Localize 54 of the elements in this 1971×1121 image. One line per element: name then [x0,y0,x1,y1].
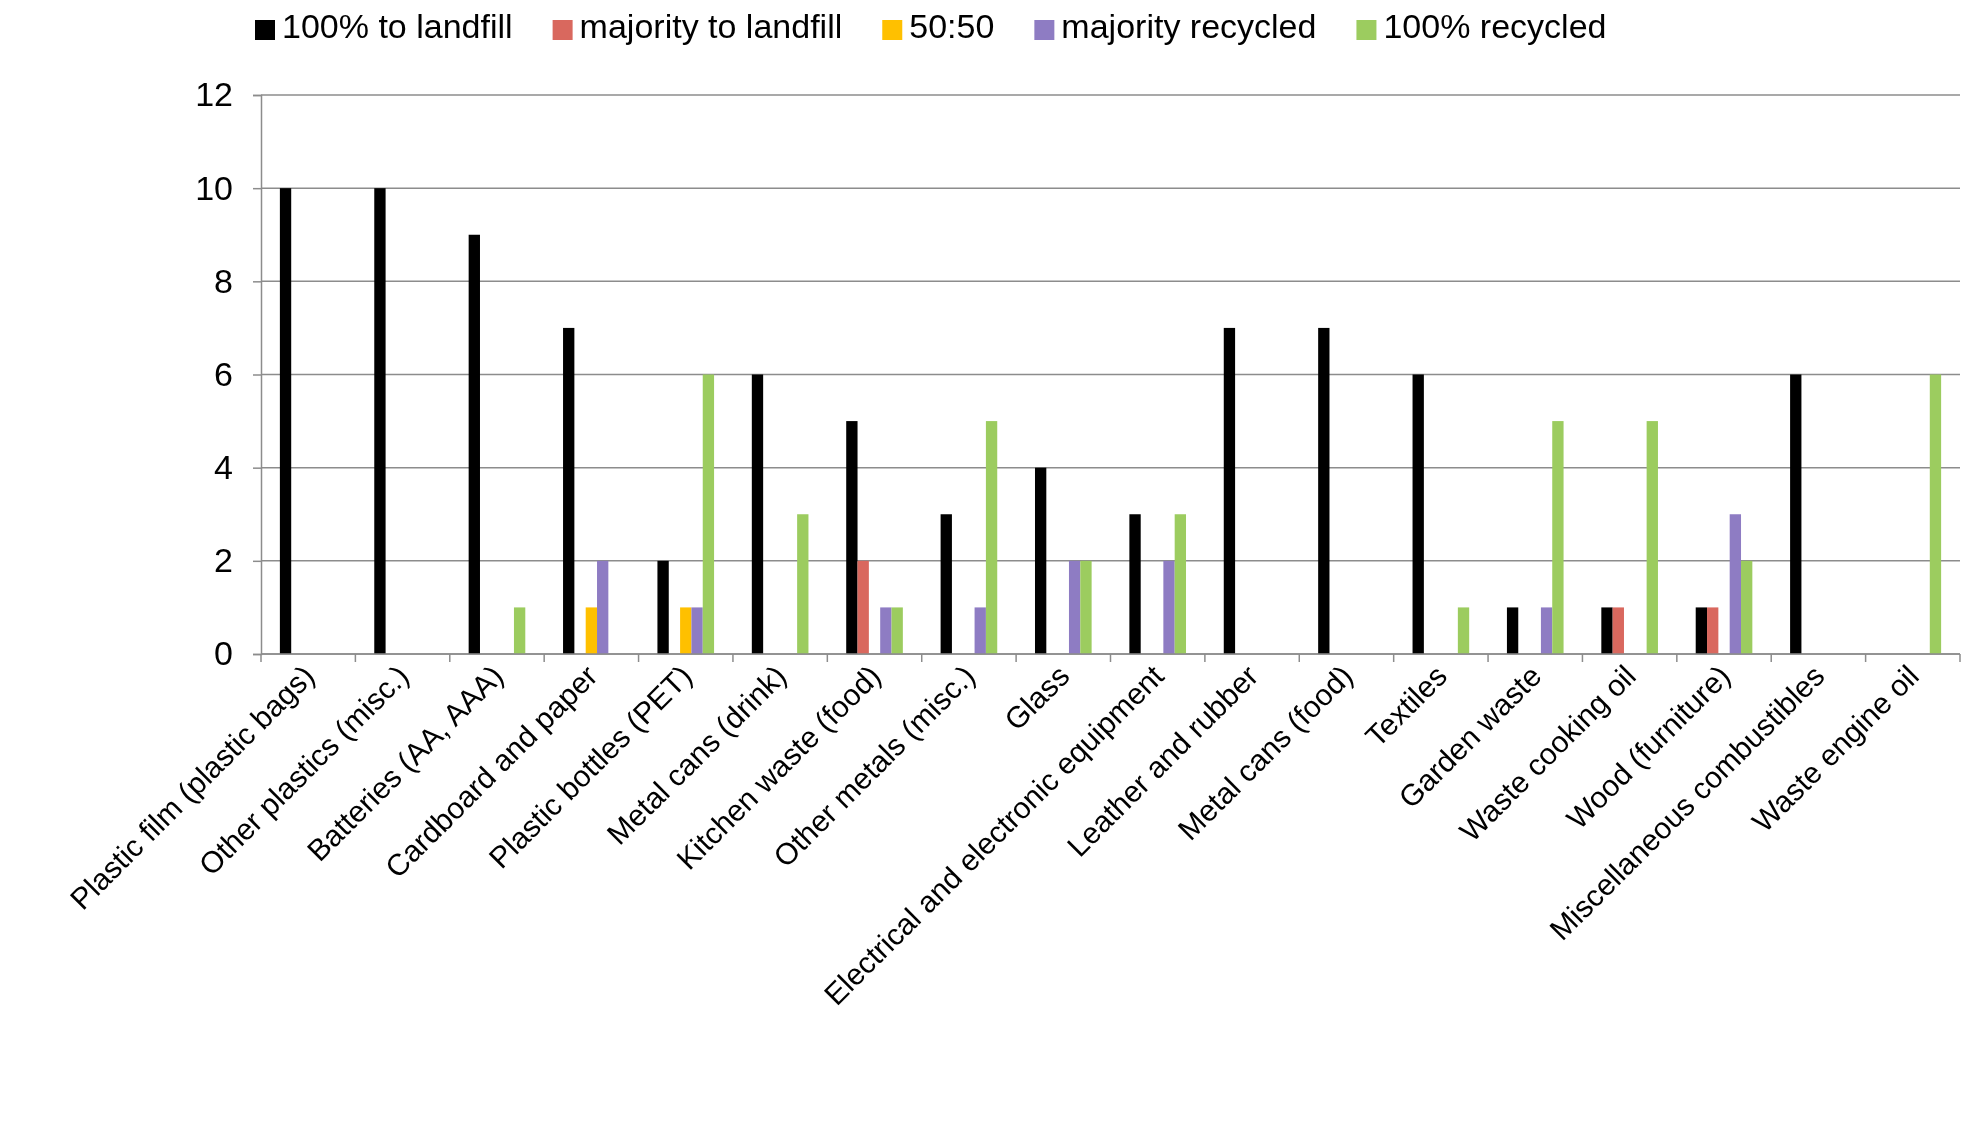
bar [1174,514,1187,654]
bar [1707,607,1719,654]
legend-label: 100% recycled [1383,7,1607,45]
bar [1506,607,1519,654]
bar [857,560,869,654]
bar [691,607,703,654]
legend-label: 50:50 [909,7,995,45]
y-tick-label: 6 [214,354,233,393]
bar [1457,607,1470,654]
bar [702,374,715,654]
bar [1741,560,1753,654]
bar [1129,514,1141,654]
bar [1729,514,1742,654]
y-tick-label: 12 [195,75,233,114]
bar [1601,607,1613,654]
y-tick-label: 2 [214,541,233,580]
bar [513,607,526,654]
bar [585,607,598,654]
bar [985,421,998,654]
bar [1080,560,1092,654]
bar [1612,607,1624,654]
legend-label: 100% to landfill [282,7,513,45]
bar [1540,607,1553,654]
bar [974,607,986,654]
y-tick-label: 0 [214,634,233,673]
bar [563,327,575,654]
bar [680,607,692,654]
y-tick-label: 10 [195,168,233,207]
y-tick-label: 4 [214,448,233,487]
bar [597,560,609,654]
bar [1034,467,1047,654]
bar [279,188,292,654]
legend-label: majority to landfill [579,7,843,45]
bar [1552,421,1564,654]
bar [1223,327,1236,654]
bar [880,607,892,654]
bar [846,421,858,654]
bar [657,560,669,654]
bar [374,188,386,654]
bar [1163,560,1175,654]
bar [1790,374,1802,654]
y-tick-label: 8 [214,261,233,300]
bar [1412,374,1424,654]
bar [1068,560,1081,654]
bar [468,234,480,654]
bar [751,374,764,654]
bar [1695,607,1708,654]
legend-label: majority recycled [1061,7,1317,45]
bar [891,607,903,654]
bar [1929,374,1942,654]
bar [1318,327,1330,654]
bar [940,514,952,654]
bar [797,514,809,654]
bar [1646,421,1658,654]
